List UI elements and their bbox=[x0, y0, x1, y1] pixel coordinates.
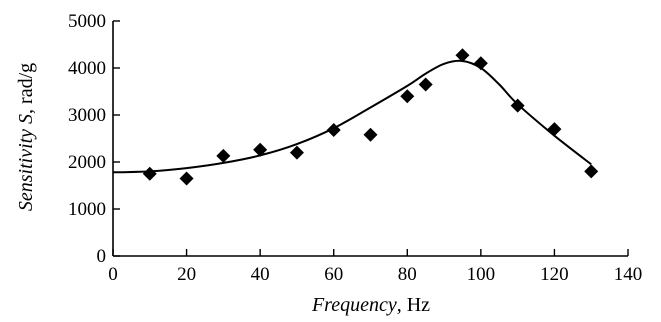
data-point-marker bbox=[179, 171, 194, 186]
data-point-marker bbox=[142, 166, 157, 181]
data-point-marker bbox=[216, 148, 231, 163]
data-point-marker bbox=[418, 77, 433, 92]
y-axis-ticks: 0 1000 2000 3000 4000 5000 bbox=[68, 11, 120, 267]
x-axis-title: Frequency, Hz bbox=[311, 294, 430, 316]
y-axis-title: Sensitivity S, rad/g bbox=[15, 63, 37, 211]
data-point-marker bbox=[253, 142, 268, 157]
data-points bbox=[142, 48, 599, 186]
x-tick-label: 20 bbox=[177, 264, 196, 285]
data-point-marker bbox=[289, 145, 304, 160]
fit-curve bbox=[112, 59, 592, 174]
x-tick-label: 140 bbox=[614, 264, 643, 285]
data-point-marker bbox=[326, 123, 341, 138]
y-tick-label: 1000 bbox=[68, 199, 106, 220]
data-point-marker bbox=[363, 127, 378, 142]
x-tick-label: 60 bbox=[324, 264, 343, 285]
data-point-marker bbox=[400, 89, 415, 104]
data-point-marker bbox=[584, 164, 599, 179]
data-point-marker bbox=[473, 56, 488, 71]
x-axis-ticks: 0 20 40 60 80 100 120 140 bbox=[108, 249, 642, 285]
data-point-marker bbox=[455, 48, 470, 63]
y-tick-label: 5000 bbox=[68, 11, 106, 32]
x-tick-label: 0 bbox=[108, 264, 118, 285]
x-tick-label: 100 bbox=[467, 264, 496, 285]
data-point-marker bbox=[510, 98, 525, 113]
x-tick-label: 120 bbox=[540, 264, 569, 285]
y-tick-label: 0 bbox=[97, 246, 107, 267]
y-tick-label: 3000 bbox=[68, 105, 106, 126]
x-tick-label: 40 bbox=[251, 264, 270, 285]
x-tick-label: 80 bbox=[398, 264, 417, 285]
y-tick-label: 2000 bbox=[68, 152, 106, 173]
y-tick-label: 4000 bbox=[68, 58, 106, 79]
data-point-marker bbox=[547, 122, 562, 137]
